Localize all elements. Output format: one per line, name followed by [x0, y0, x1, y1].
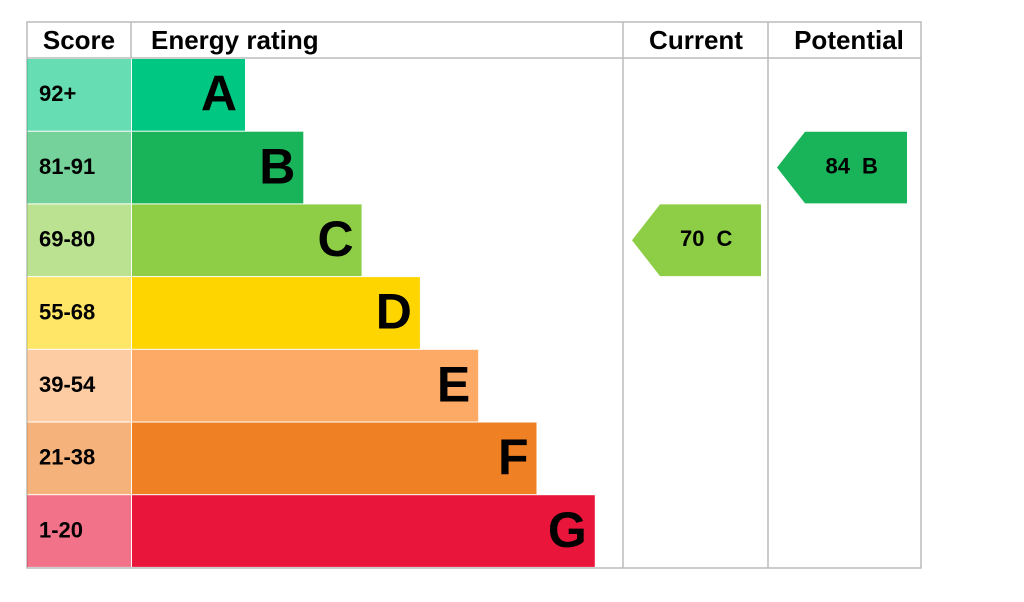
arrow-value: 70 — [680, 226, 704, 251]
rating-bar — [132, 277, 420, 349]
score-cell — [27, 349, 131, 422]
rating-bar — [132, 59, 245, 131]
score-label: 55-68 — [39, 299, 95, 324]
score-label: 92+ — [39, 81, 76, 106]
header: Score — [43, 25, 115, 55]
rating-bar — [132, 422, 537, 495]
arrow-letter: B — [862, 153, 878, 178]
score-label: 1-20 — [39, 517, 83, 542]
rating-bar — [132, 131, 304, 204]
header: Energy rating — [151, 25, 319, 55]
rating-bar — [132, 349, 479, 422]
rating-letter: C — [317, 211, 353, 267]
rating-letter: A — [201, 66, 237, 122]
rating-arrow — [777, 131, 907, 204]
score-label: 39-54 — [39, 372, 96, 397]
score-cell — [27, 422, 131, 495]
score-cell — [27, 277, 131, 349]
header: Potential — [794, 25, 904, 55]
rating-letter: D — [376, 284, 412, 340]
score-label: 21-38 — [39, 445, 95, 470]
rating-bar — [132, 204, 362, 277]
rating-letter: B — [259, 138, 295, 194]
score-cell — [27, 204, 131, 277]
arrow-letter: C — [717, 226, 733, 251]
rating-letter: F — [498, 429, 529, 485]
rating-letter: G — [548, 502, 587, 558]
arrow-value: 84 — [826, 153, 851, 178]
rating-arrow — [632, 204, 761, 277]
score-cell — [27, 131, 131, 204]
header: Current — [649, 25, 743, 55]
score-label: 81-91 — [39, 154, 95, 179]
score-cell — [27, 495, 131, 567]
rating-letter: E — [437, 356, 470, 412]
rating-bar — [132, 495, 595, 567]
score-cell — [27, 59, 131, 131]
score-label: 69-80 — [39, 227, 95, 252]
